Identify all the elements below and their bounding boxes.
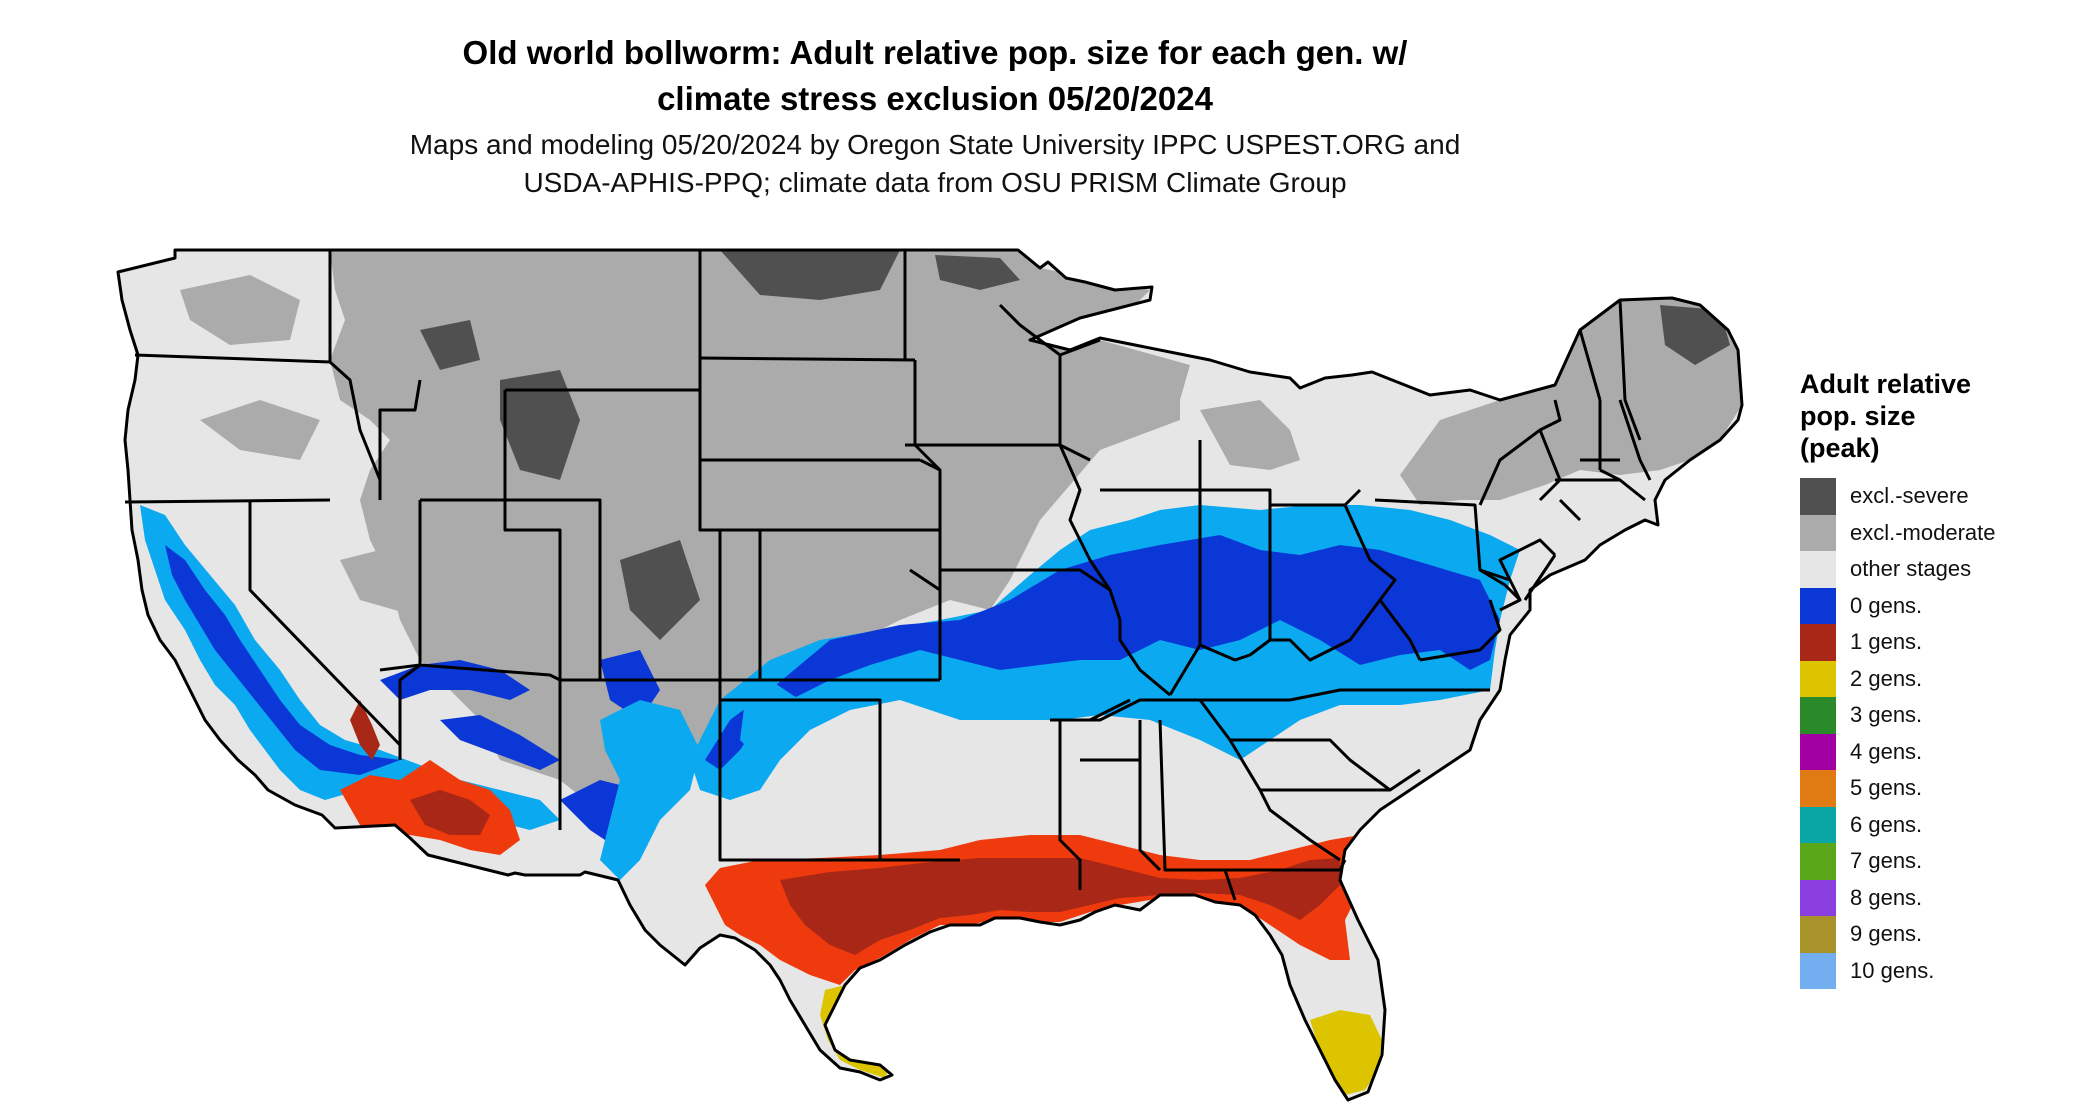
legend-label: other stages bbox=[1850, 556, 1972, 582]
legend-swatch bbox=[1800, 879, 1836, 916]
legend-items: excl.-severe excl.-moderate other stages 0 … bbox=[1800, 478, 2090, 989]
legend-label: 2 gens. bbox=[1850, 665, 1923, 691]
legend-item: excl.-moderate bbox=[1800, 514, 2090, 551]
legend-swatch bbox=[1800, 843, 1836, 880]
legend-item: 5 gens. bbox=[1800, 770, 2090, 807]
legend-swatch bbox=[1800, 660, 1836, 697]
legend-swatch bbox=[1800, 587, 1836, 624]
legend-item: 10 gens. bbox=[1800, 952, 2090, 989]
legend-label: excl.-moderate bbox=[1850, 519, 1996, 545]
zero-gens-southwest-band bbox=[600, 680, 800, 880]
legend-label: excl.-severe bbox=[1850, 483, 1969, 509]
map-subtitle-line-2: USDA-APHIS-PPQ; climate data from OSU PR… bbox=[523, 167, 1347, 198]
map-title-line-1: Old world bollworm: Adult relative pop. … bbox=[462, 34, 1408, 71]
legend-label: 9 gens. bbox=[1850, 921, 1923, 947]
legend-title-line-1: Adult relative bbox=[1800, 369, 1972, 399]
zero-gens-southwest-ridges bbox=[380, 650, 660, 850]
legend-item: 3 gens. bbox=[1800, 697, 2090, 734]
legend-item: 7 gens. bbox=[1800, 843, 2090, 880]
zero-gens-west-coast-core bbox=[165, 545, 400, 775]
two-gens-south-florida bbox=[1310, 1010, 1382, 1095]
legend-swatch bbox=[1800, 952, 1836, 989]
one-gen-arizona-core bbox=[410, 790, 490, 835]
excl-moderate-northeast-region bbox=[1400, 298, 1742, 505]
legend-item: 2 gens. bbox=[1800, 660, 2090, 697]
map-legend: Adult relative pop. size (peak) excl.-se… bbox=[1800, 368, 2090, 989]
legend-item: 9 gens. bbox=[1800, 916, 2090, 953]
one-gen-california-strand bbox=[350, 700, 380, 760]
state-boundaries bbox=[116, 248, 1744, 1102]
legend-title-line-3: (peak) bbox=[1800, 433, 1880, 463]
legend-label: 1 gens. bbox=[1850, 629, 1923, 655]
excl-moderate-pacific-nw-patches bbox=[180, 275, 460, 620]
legend-item: 0 gens. bbox=[1800, 587, 2090, 624]
legend-swatch bbox=[1800, 478, 1836, 515]
one-gen-southern-core bbox=[780, 858, 1340, 955]
map-subtitle-line-1: Maps and modeling 05/20/2024 by Oregon S… bbox=[409, 129, 1461, 160]
map-title: Old world bollworm: Adult relative pop. … bbox=[0, 30, 1870, 122]
legend-title: Adult relative pop. size (peak) bbox=[1800, 368, 2090, 464]
legend-item: 1 gens. bbox=[1800, 624, 2090, 661]
us-map bbox=[116, 248, 1744, 1102]
legend-swatch bbox=[1800, 770, 1836, 807]
legend-label: 8 gens. bbox=[1850, 884, 1923, 910]
excl-moderate-great-lakes-region bbox=[1200, 400, 1300, 470]
legend-swatch bbox=[1800, 697, 1836, 734]
legend-item: other stages bbox=[1800, 551, 2090, 588]
legend-label: 3 gens. bbox=[1850, 702, 1923, 728]
map-subtitle: Maps and modeling 05/20/2024 by Oregon S… bbox=[0, 126, 1870, 202]
legend-label: 5 gens. bbox=[1850, 775, 1923, 801]
legend-title-line-2: pop. size bbox=[1800, 401, 1916, 431]
map-title-line-2: climate stress exclusion 05/20/2024 bbox=[657, 80, 1213, 117]
legend-label: 0 gens. bbox=[1850, 592, 1923, 618]
legend-label: 4 gens. bbox=[1850, 738, 1923, 764]
legend-item: 8 gens. bbox=[1800, 879, 2090, 916]
zero-gens-central-core bbox=[705, 535, 1500, 770]
legend-swatch bbox=[1800, 733, 1836, 770]
legend-label: 6 gens. bbox=[1850, 811, 1923, 837]
legend-swatch bbox=[1800, 514, 1836, 551]
legend-swatch bbox=[1800, 551, 1836, 588]
legend-swatch bbox=[1800, 806, 1836, 843]
legend-swatch bbox=[1800, 916, 1836, 953]
legend-item: 6 gens. bbox=[1800, 806, 2090, 843]
legend-label: 7 gens. bbox=[1850, 848, 1923, 874]
legend-label: 10 gens. bbox=[1850, 957, 1935, 983]
legend-item: 4 gens. bbox=[1800, 733, 2090, 770]
legend-swatch bbox=[1800, 624, 1836, 661]
legend-item: excl.-severe bbox=[1800, 478, 2090, 515]
